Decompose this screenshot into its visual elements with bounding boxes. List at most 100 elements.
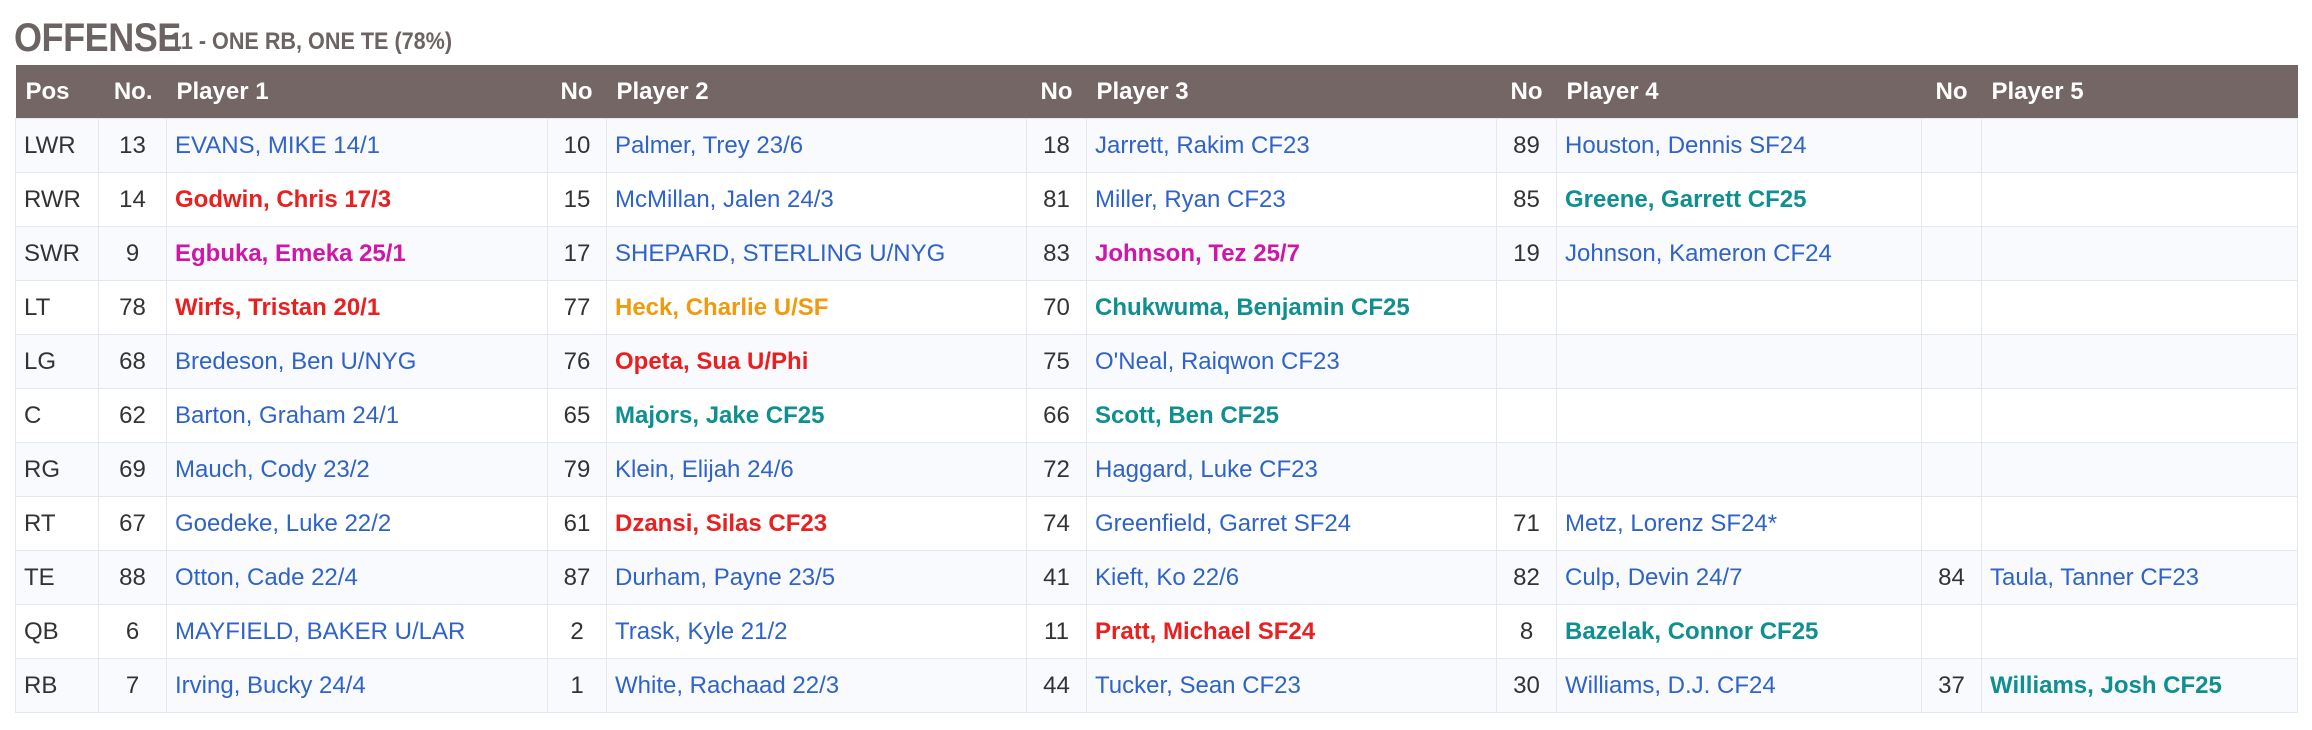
player-link[interactable]: McMillan, Jalen 24/3 — [615, 185, 834, 213]
player-link[interactable]: O'Neal, Raiqwon CF23 — [1095, 347, 1340, 375]
jersey-number-cell: 85 — [1496, 172, 1557, 227]
jersey-number-cell — [1921, 442, 1982, 497]
player-link[interactable]: Greene, Garrett CF25 — [1565, 185, 1807, 213]
player-link[interactable]: Opeta, Sua U/Phi — [615, 347, 809, 375]
player-link[interactable]: Irving, Bucky 24/4 — [175, 671, 366, 699]
player-link[interactable]: Miller, Ryan CF23 — [1095, 185, 1286, 213]
jersey-number-cell — [1921, 604, 1982, 659]
jersey-number-cell: 71 — [1496, 496, 1557, 551]
player-link[interactable]: White, Rachaad 22/3 — [615, 671, 840, 699]
player-link[interactable]: Goedeke, Luke 22/2 — [175, 509, 392, 537]
section-title: OFFENSE — [14, 16, 181, 60]
player-link[interactable]: Chukwuma, Benjamin CF25 — [1095, 293, 1410, 321]
jersey-number-cell: 76 — [547, 334, 607, 389]
player-cell: Irving, Bucky 24/4 — [166, 658, 548, 713]
player-link[interactable]: Johnson, Tez 25/7 — [1095, 239, 1300, 267]
jersey-number-cell — [1496, 388, 1557, 443]
player-link[interactable]: Haggard, Luke CF23 — [1095, 455, 1318, 483]
jersey-number-cell: 6 — [98, 604, 167, 659]
player-link[interactable]: Williams, Josh CF25 — [1990, 671, 2222, 699]
player-link[interactable]: Trask, Kyle 21/2 — [615, 617, 788, 645]
player-cell: Otton, Cade 22/4 — [166, 550, 548, 605]
player-link[interactable]: Bredeson, Ben U/NYG — [175, 347, 417, 375]
player-link[interactable]: Houston, Dennis SF24 — [1565, 131, 1807, 159]
jersey-number-cell: 89 — [1496, 118, 1557, 173]
player-cell: Greene, Garrett CF25 — [1556, 172, 1922, 227]
jersey-number-cell: 74 — [1026, 496, 1087, 551]
jersey-number-cell: 17 — [547, 226, 607, 281]
jersey-number-cell: 11 — [1026, 604, 1087, 659]
player-link[interactable]: Greenfield, Garret SF24 — [1095, 509, 1352, 537]
player-cell — [1981, 334, 2298, 389]
player-link[interactable]: Majors, Jake CF25 — [615, 401, 825, 429]
player-cell: SHEPARD, STERLING U/NYG — [606, 226, 1027, 281]
player-cell: Bazelak, Connor CF25 — [1556, 604, 1922, 659]
jersey-number-cell: 87 — [547, 550, 607, 605]
player-cell: Johnson, Kameron CF24 — [1556, 226, 1922, 281]
table-row: RWR 14 Godwin, Chris 17/3 15 McMillan, Jalen… — [15, 172, 2298, 227]
player-cell — [1556, 388, 1922, 443]
player-cell: Mauch, Cody 23/2 — [166, 442, 548, 497]
table-row: RB 7 Irving, Bucky 24/4 1 White, Rachaad 22/… — [15, 658, 2298, 713]
column-header-player-4: Player 4 — [1556, 65, 1922, 119]
player-link[interactable]: Egbuka, Emeka 25/1 — [175, 239, 406, 267]
jersey-number-cell: 19 — [1496, 226, 1557, 281]
player-link[interactable]: MAYFIELD, BAKER U/LAR — [175, 617, 466, 645]
player-link[interactable]: Klein, Elijah 24/6 — [615, 455, 794, 483]
player-link[interactable]: Dzansi, Silas CF23 — [615, 509, 828, 537]
jersey-number-cell: 2 — [547, 604, 607, 659]
player-cell: Johnson, Tez 25/7 — [1086, 226, 1497, 281]
jersey-number-cell: 18 — [1026, 118, 1087, 173]
player-link[interactable]: Scott, Ben CF25 — [1095, 401, 1280, 429]
player-link[interactable]: Metz, Lorenz SF24* — [1565, 509, 1778, 537]
player-cell: Metz, Lorenz SF24* — [1556, 496, 1922, 551]
player-cell: EVANS, MIKE 14/1 — [166, 118, 548, 173]
player-cell: Godwin, Chris 17/3 — [166, 172, 548, 227]
player-link[interactable]: Otton, Cade 22/4 — [175, 563, 358, 591]
player-link[interactable]: Palmer, Trey 23/6 — [615, 131, 804, 159]
player-cell: Heck, Charlie U/SF — [606, 280, 1027, 335]
player-link[interactable]: Jarrett, Rakim CF23 — [1095, 131, 1310, 159]
player-link[interactable]: Bazelak, Connor CF25 — [1565, 617, 1819, 645]
column-header-player-2: Player 2 — [606, 65, 1027, 119]
player-link[interactable]: Godwin, Chris 17/3 — [175, 185, 392, 213]
player-link[interactable]: Kieft, Ko 22/6 — [1095, 563, 1240, 591]
jersey-number-cell — [1496, 442, 1557, 497]
player-link[interactable]: Heck, Charlie U/SF — [615, 293, 829, 321]
player-link[interactable]: Wirfs, Tristan 20/1 — [175, 293, 381, 321]
table-row: SWR 9 Egbuka, Emeka 25/1 17 SHEPARD, STERLIN… — [15, 226, 2298, 281]
jersey-number-cell: 79 — [547, 442, 607, 497]
column-header-no-1: No. — [98, 65, 167, 119]
jersey-number-cell: 69 — [98, 442, 167, 497]
depth-chart-body: LWR 13 EVANS, MIKE 14/1 10 Palmer, Trey 23/6… — [15, 118, 2298, 713]
player-link[interactable]: Johnson, Kameron CF24 — [1565, 239, 1832, 267]
jersey-number-cell: 8 — [1496, 604, 1557, 659]
table-row: QB 6 MAYFIELD, BAKER U/LAR 2 Trask, Kyle 21/… — [15, 604, 2298, 659]
jersey-number-cell: 14 — [98, 172, 167, 227]
player-link[interactable]: Durham, Payne 23/5 — [615, 563, 836, 591]
jersey-number-cell — [1921, 280, 1982, 335]
position-cell: C — [15, 388, 99, 443]
player-link[interactable]: Tucker, Sean CF23 — [1095, 671, 1301, 699]
player-link[interactable]: SHEPARD, STERLING U/NYG — [615, 239, 946, 267]
column-header-no-3: No — [1026, 65, 1087, 119]
player-cell: Houston, Dennis SF24 — [1556, 118, 1922, 173]
player-link[interactable]: Williams, D.J. CF24 — [1565, 671, 1776, 699]
position-cell: LT — [15, 280, 99, 335]
player-cell: Williams, Josh CF25 — [1981, 658, 2298, 713]
player-cell — [1981, 118, 2298, 173]
player-cell: Pratt, Michael SF24 — [1086, 604, 1497, 659]
jersey-number-cell: 88 — [98, 550, 167, 605]
player-cell: Chukwuma, Benjamin CF25 — [1086, 280, 1497, 335]
jersey-number-cell: 30 — [1496, 658, 1557, 713]
jersey-number-cell: 13 — [98, 118, 167, 173]
player-link[interactable]: Pratt, Michael SF24 — [1095, 617, 1316, 645]
player-link[interactable]: Taula, Tanner CF23 — [1990, 563, 2200, 591]
position-cell: LG — [15, 334, 99, 389]
player-link[interactable]: Culp, Devin 24/7 — [1565, 563, 1743, 591]
player-cell — [1981, 388, 2298, 443]
player-link[interactable]: EVANS, MIKE 14/1 — [175, 131, 380, 159]
player-link[interactable]: Barton, Graham 24/1 — [175, 401, 400, 429]
jersey-number-cell: 62 — [98, 388, 167, 443]
player-link[interactable]: Mauch, Cody 23/2 — [175, 455, 370, 483]
